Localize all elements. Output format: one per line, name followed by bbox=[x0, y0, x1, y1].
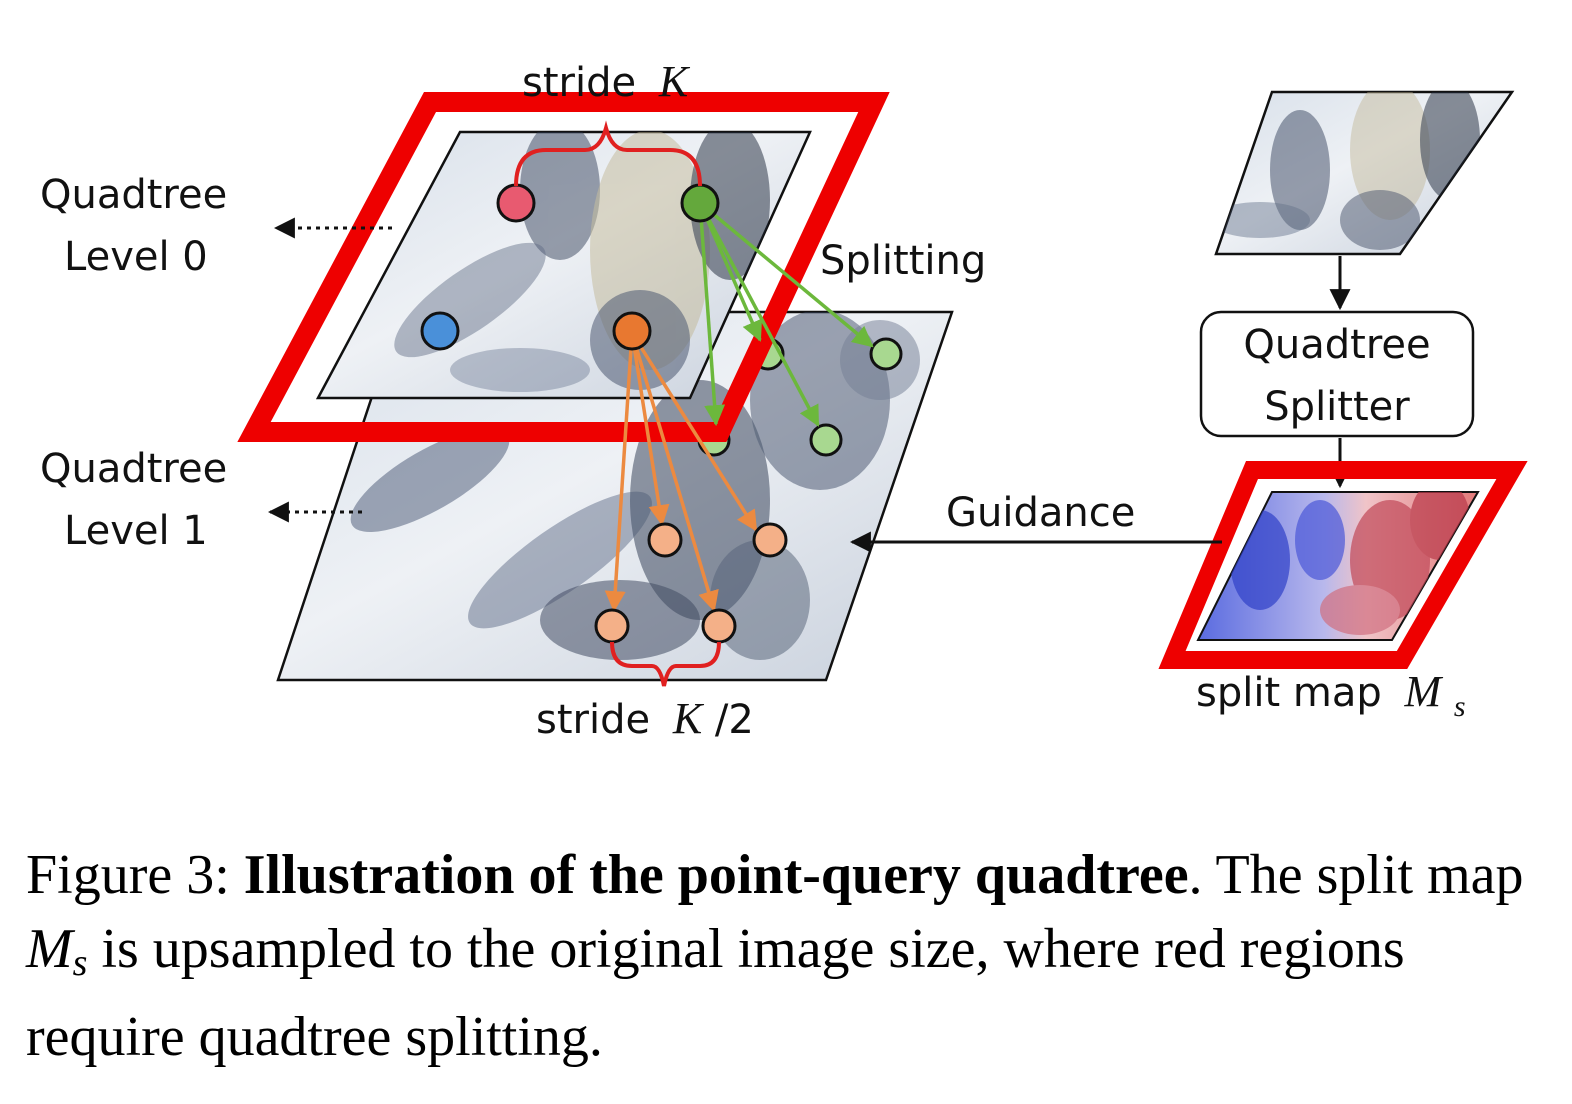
stride-k2-brace bbox=[610, 641, 721, 687]
query-point bbox=[680, 183, 720, 223]
input-image-plane bbox=[1214, 90, 1515, 256]
caption-bold-title: Illustration of the point-query quadtree bbox=[243, 844, 1189, 906]
stride-top-label: stride K bbox=[522, 57, 691, 106]
query-point bbox=[647, 522, 683, 558]
quadtree-splitter-box: Quadtree Splitter bbox=[1199, 310, 1475, 438]
level0-label-line2: Level 0 bbox=[64, 234, 208, 280]
caption-sub: s bbox=[72, 942, 88, 984]
level1-label-line2: Level 1 bbox=[64, 508, 208, 554]
query-point bbox=[701, 608, 737, 644]
caption-rest: is upsampled to the original image size,… bbox=[26, 918, 1405, 1068]
level1-orange-nodes bbox=[594, 522, 788, 644]
split-map-plane bbox=[1196, 491, 1480, 641]
stride-bottom-label: stride K /2 bbox=[536, 694, 754, 743]
split-map-red-highlight bbox=[1158, 461, 1528, 669]
query-point bbox=[752, 522, 788, 558]
caption-after-title: . The split map bbox=[1188, 844, 1524, 906]
query-point bbox=[594, 608, 630, 644]
splitting-label: Splitting bbox=[820, 238, 986, 284]
green-split-arrows bbox=[698, 201, 874, 427]
orange-split-arrows bbox=[604, 332, 758, 613]
split-map-label: split map M s bbox=[1196, 667, 1466, 723]
caption-prefix: Figure 3: bbox=[26, 844, 230, 906]
query-point bbox=[612, 311, 652, 351]
figure-caption: Figure 3: Illustration of the point-quer… bbox=[26, 838, 1546, 1074]
level0-query-points bbox=[420, 183, 720, 351]
level0-label-line1: Quadtree bbox=[40, 172, 227, 218]
query-point bbox=[496, 183, 536, 223]
quadtree-figure: stride K stride K /2 Quadtree Level 0 Qu… bbox=[40, 57, 1528, 743]
splitter-label-line2: Splitter bbox=[1264, 384, 1410, 430]
query-point bbox=[809, 423, 843, 457]
query-point bbox=[420, 311, 460, 351]
stride-k-brace bbox=[514, 120, 702, 187]
splitter-label-line1: Quadtree bbox=[1243, 322, 1430, 368]
level1-label-line1: Quadtree bbox=[40, 446, 227, 492]
guidance-label: Guidance bbox=[946, 490, 1135, 536]
level0-red-highlight bbox=[237, 92, 890, 442]
query-point bbox=[869, 337, 903, 371]
caption-var: M bbox=[26, 918, 73, 980]
